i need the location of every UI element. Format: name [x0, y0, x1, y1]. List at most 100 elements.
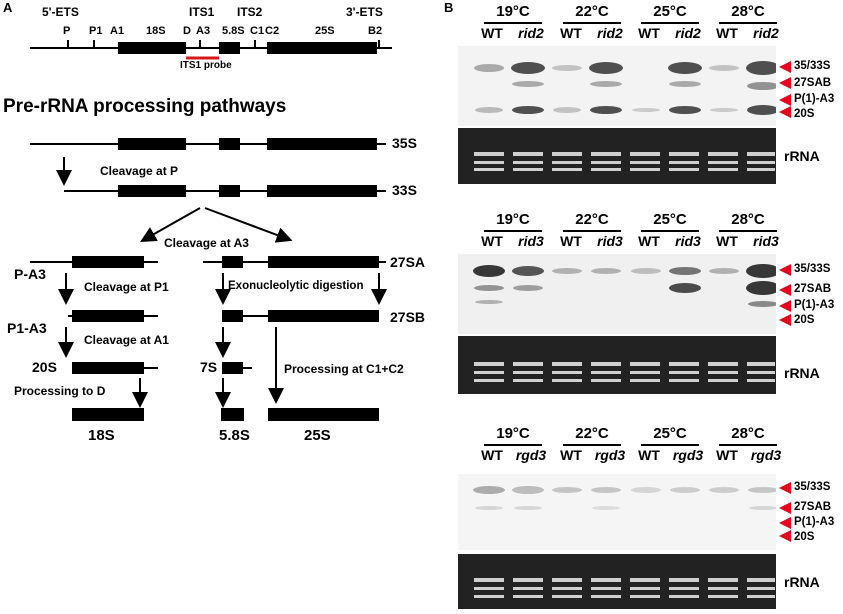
blot-rid2: 19°C 22°C 25°C 28°C WT rid2 WT rid2 WT r… — [430, 0, 843, 190]
lane-label: rid3 — [675, 233, 701, 249]
band-label: 27SAB — [794, 283, 832, 295]
precursor-7s — [222, 362, 252, 374]
temp-label: 25°C — [653, 425, 687, 442]
panel-b: B 19°C 22°C 25°C 28°C WT rid2 WT rid2 WT… — [430, 0, 843, 614]
temp-label: 28°C — [731, 425, 765, 442]
site-b2: B2 — [368, 25, 383, 37]
band-label: 35/33S — [794, 60, 831, 72]
mature-5-8s-block — [221, 408, 244, 421]
map-25s-block — [267, 42, 377, 54]
site-p: P — [63, 25, 71, 37]
precursor-20s — [72, 362, 158, 374]
northern-blot — [458, 46, 776, 126]
lane-label: rgd3 — [515, 447, 547, 463]
pathways-title: Pre-rRNA processing pathways — [3, 96, 287, 117]
temp-label: 19°C — [496, 425, 530, 442]
band-label: 20S — [794, 314, 815, 326]
step-processing-c1c2: Processing at C1+C2 — [284, 362, 404, 376]
lane-label: rgd3 — [594, 447, 626, 463]
step-cleavage-a1: Cleavage at A1 — [84, 333, 169, 347]
lane-label: WT — [560, 233, 582, 249]
precursor-33s — [64, 185, 386, 197]
rrna-label: rRNA — [784, 574, 820, 590]
mature-5-8s: 5.8S — [219, 427, 250, 444]
rrna-gel — [458, 554, 776, 609]
temp-label: 22°C — [575, 211, 609, 228]
lane-label: WT — [638, 447, 660, 463]
site-p1: P1 — [89, 25, 103, 37]
site-25s: 25S — [315, 25, 335, 37]
mature-18s-block — [72, 408, 144, 421]
lane-label: rid3 — [753, 233, 779, 249]
mature-18s: 18S — [88, 427, 115, 444]
band-label: 27SAB — [794, 77, 832, 89]
step-processing-d: Processing to D — [14, 384, 106, 398]
lane-label: rid2 — [597, 25, 623, 41]
rrna-gel — [458, 336, 776, 394]
lane-label: WT — [638, 233, 660, 249]
rrna-label: rRNA — [784, 148, 820, 164]
label-3ets: 3'-ETS — [346, 5, 383, 19]
precursor-27sb — [222, 310, 379, 322]
blot-rgd3: 19°C 22°C 25°C 28°C WT rgd3 WT rgd3 WT r… — [430, 422, 843, 612]
species-27sa: 27SA — [390, 254, 426, 270]
precursor-p-a3 — [30, 256, 158, 268]
site-a1: A1 — [110, 25, 125, 37]
site-c2: C2 — [265, 25, 280, 37]
band-label: 27SAB — [794, 501, 832, 513]
blot-rid3: 19°C 22°C 25°C 28°C WT rid3 WT rid3 WT r… — [430, 208, 843, 398]
species-p-a3: P-A3 — [14, 266, 46, 282]
temp-label: 25°C — [653, 211, 687, 228]
site-18s: 18S — [146, 25, 166, 37]
label-its2: ITS2 — [237, 5, 263, 19]
rdna-map — [30, 40, 392, 60]
panel-a: A 5'-ETS ITS1 ITS2 3'-ETS P P1 A1 18S D … — [3, 0, 426, 444]
lane-label: rid2 — [675, 25, 701, 41]
species-7s: 7S — [200, 359, 218, 375]
species-35s: 35S — [392, 135, 417, 151]
band-label: P(1)-A3 — [794, 516, 835, 528]
step-cleavage-p1: Cleavage at P1 — [84, 280, 169, 294]
rrna-gel — [458, 128, 776, 184]
lane-label: WT — [560, 447, 582, 463]
temp-label: 22°C — [575, 425, 609, 442]
precursor-27sa — [203, 256, 386, 268]
map-5-8s-block — [219, 42, 240, 54]
band-label: 35/33S — [794, 263, 831, 275]
band-label: 35/33S — [794, 481, 831, 493]
band-label: P(1)-A3 — [794, 93, 835, 105]
label-5ets: 5'-ETS — [42, 5, 79, 19]
site-c1: C1 — [250, 25, 265, 37]
precursor-35s — [30, 138, 386, 150]
lane-label: WT — [716, 233, 738, 249]
site-d: D — [183, 25, 191, 37]
mature-25s: 25S — [304, 427, 331, 444]
species-33s: 33S — [392, 182, 417, 198]
temp-label: 19°C — [496, 211, 530, 228]
lane-label: rgd3 — [672, 447, 704, 463]
lane-label: WT — [481, 447, 503, 463]
temp-label: 22°C — [575, 3, 609, 20]
probe-label: ITS1 probe — [180, 60, 232, 71]
label-its1: ITS1 — [189, 5, 215, 19]
lane-label: rid3 — [597, 233, 623, 249]
rrna-label: rRNA — [784, 365, 820, 381]
temp-label: 28°C — [731, 211, 765, 228]
site-5-8s: 5.8S — [222, 25, 245, 37]
precursor-p1-a3 — [68, 310, 158, 322]
panel-a-letter: A — [3, 0, 13, 15]
northern-blot — [458, 474, 776, 550]
band-label: P(1)-A3 — [794, 299, 835, 311]
step-cleavage-a3: Cleavage at A3 — [164, 236, 249, 250]
step-cleavage-p: Cleavage at P — [100, 164, 179, 178]
lane-label: WT — [481, 233, 503, 249]
map-18s-block — [118, 42, 186, 54]
mature-25s-block — [268, 408, 379, 421]
step-exonucleolytic: Exonucleolytic digestion — [228, 280, 364, 292]
lane-label: rid3 — [518, 233, 544, 249]
lane-label: WT — [560, 25, 582, 41]
northern-blot — [458, 254, 776, 334]
lane-label: WT — [638, 25, 660, 41]
site-a3: A3 — [196, 25, 211, 37]
lane-label: WT — [481, 25, 503, 41]
